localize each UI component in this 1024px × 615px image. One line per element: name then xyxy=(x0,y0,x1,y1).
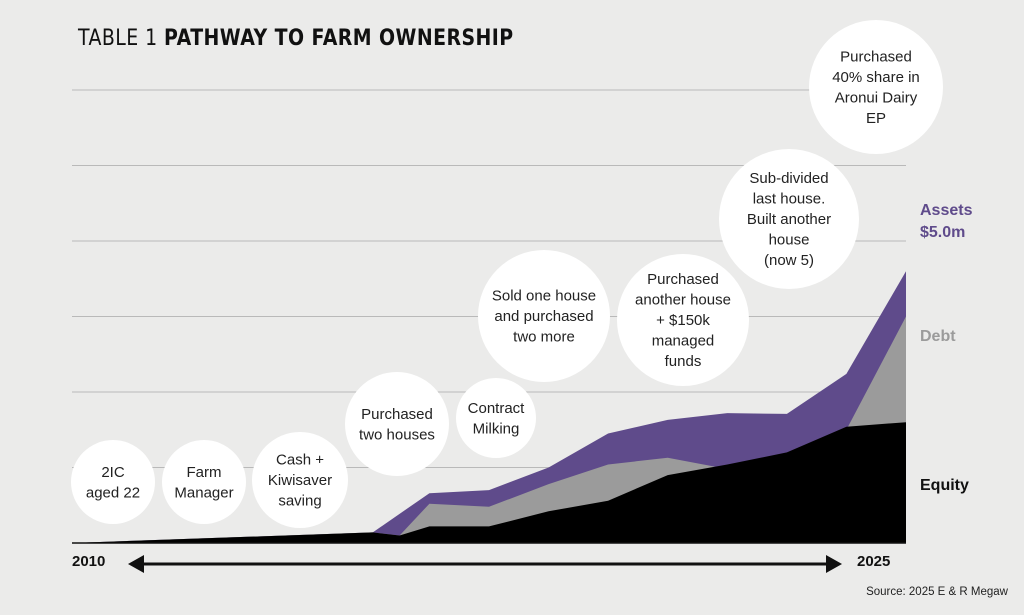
milestone-circle xyxy=(809,20,943,154)
milestone-text-line: managed xyxy=(652,333,715,350)
milestone-text-line: funds xyxy=(665,353,702,370)
milestone-text-line: Aronui Dairy xyxy=(835,89,918,106)
milestone-text-line: two houses xyxy=(359,426,435,443)
milestone-text-line: Sold one house xyxy=(492,288,596,305)
milestone-text-line: 2IC xyxy=(101,464,125,481)
series-label-debt: Debt xyxy=(920,328,956,345)
milestone-text-line: Manager xyxy=(174,484,233,501)
series-labels: Assets $5.0m Debt Equity xyxy=(920,202,973,494)
title-prefix: TABLE 1 xyxy=(78,26,158,51)
x-axis-end-label: 2025 xyxy=(857,553,890,570)
area-series xyxy=(72,271,906,543)
milestone-text-line: Contract xyxy=(468,400,526,417)
milestone-text-line: saving xyxy=(278,493,321,510)
milestone-text-line: Farm xyxy=(187,464,222,481)
milestone-bubble-7: Purchased another house + $150k managed fund… xyxy=(617,254,749,386)
milestone-text-line: Kiwisaver xyxy=(268,472,332,489)
milestone-bubble-4: Purchased two houses xyxy=(345,372,449,476)
milestone-bubble-9: Purchased 40% share in Aronui Dairy EP xyxy=(809,20,943,154)
chart-title: TABLE 1 PATHWAY TO FARM OWNERSHIP xyxy=(78,26,514,51)
milestone-circle xyxy=(71,440,155,524)
timeline-arrow xyxy=(128,555,842,573)
milestone-text-line: Purchased xyxy=(840,48,912,65)
milestone-text-line: Purchased xyxy=(361,406,433,423)
series-label-equity: Equity xyxy=(920,477,969,494)
milestone-text-line: house xyxy=(769,232,810,249)
title-main: PATHWAY TO FARM OWNERSHIP xyxy=(164,26,514,51)
milestone-circle xyxy=(345,372,449,476)
milestone-text-line: Sub-divided xyxy=(749,170,828,187)
milestone-text-line: + $150k xyxy=(656,312,710,329)
milestone-bubble-5: Contract Milking xyxy=(456,378,536,458)
milestone-bubble-3: Cash + Kiwisaver saving xyxy=(252,432,348,528)
milestone-circle xyxy=(478,250,610,382)
milestone-bubble-6: Sold one house and purchased two more xyxy=(478,250,610,382)
milestone-circle xyxy=(456,378,536,458)
milestone-text-line: another house xyxy=(635,292,731,309)
milestone-circle xyxy=(719,149,859,289)
milestone-text-line: EP xyxy=(866,110,886,127)
milestone-text-line: Purchased xyxy=(647,271,719,288)
milestone-text-line: Cash + xyxy=(276,452,324,469)
milestone-bubbles: 2IC aged 22 Farm Manager Cash + Kiwisaver savi… xyxy=(71,20,943,528)
milestone-text-line: Milking xyxy=(473,420,520,437)
x-axis-start-label: 2010 xyxy=(72,553,105,570)
milestone-bubble-8: Sub-divided last house. Built another house… xyxy=(719,149,859,289)
area-equity xyxy=(72,422,906,543)
milestone-circle xyxy=(252,432,348,528)
milestone-circle xyxy=(617,254,749,386)
milestone-circle xyxy=(162,440,246,524)
milestone-text-line: Built another xyxy=(747,211,831,228)
milestone-bubble-1: 2IC aged 22 xyxy=(71,440,155,524)
series-label-assets: $5.0m xyxy=(920,224,965,241)
milestone-text-line: (now 5) xyxy=(764,252,814,269)
series-label-assets: Assets xyxy=(920,202,973,219)
milestone-text-line: and purchased xyxy=(494,308,593,325)
milestone-text-line: two more xyxy=(513,329,575,346)
milestone-text-line: last house. xyxy=(753,191,826,208)
milestone-text-line: aged 22 xyxy=(86,484,140,501)
source-note: Source: 2025 E & R Megaw xyxy=(866,586,1008,598)
milestone-text-line: 40% share in xyxy=(832,69,920,86)
milestone-bubble-2: Farm Manager xyxy=(162,440,246,524)
